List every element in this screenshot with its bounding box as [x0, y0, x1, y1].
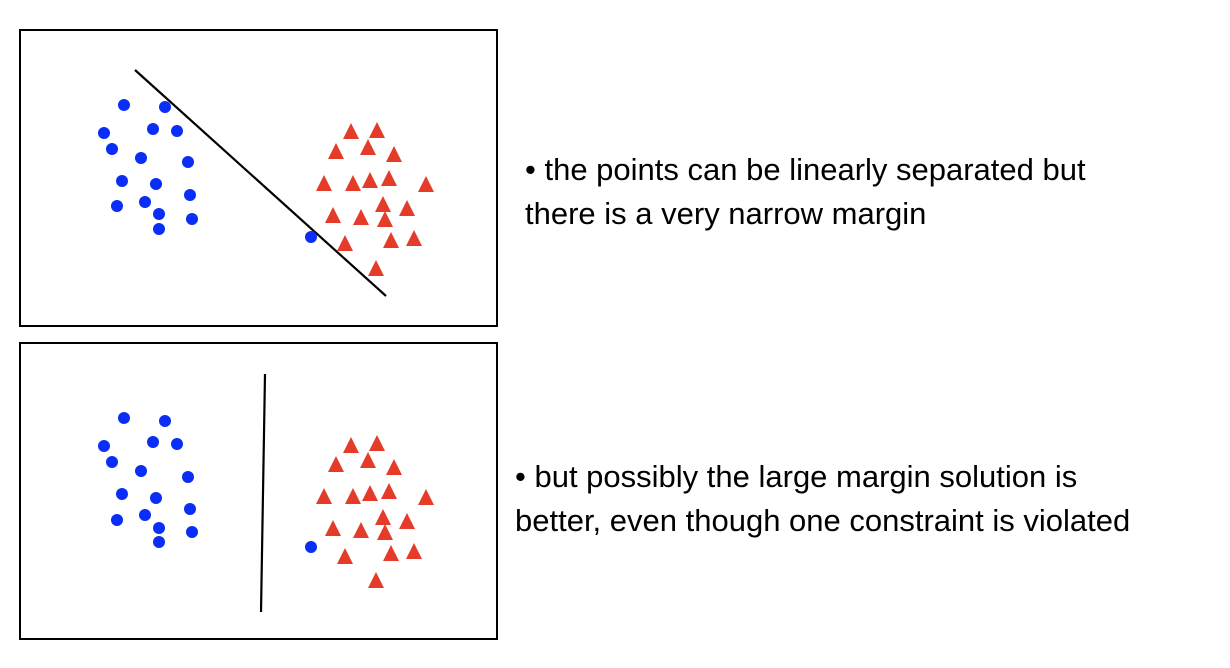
bottom-blue-point-5: [106, 456, 118, 468]
bottom-red-triangle-2: [328, 456, 344, 472]
bottom-blue-point-14: [186, 526, 198, 538]
top-blue-point-8: [116, 175, 128, 187]
top-red-triangle-5: [316, 175, 332, 191]
top-red-triangle-16: [383, 232, 399, 248]
top-red-triangle-9: [418, 176, 434, 192]
top-red-triangle-4: [386, 146, 402, 162]
bottom-blue-point-7: [182, 471, 194, 483]
top-caption: • the points can be linearly separated b…: [525, 148, 1086, 236]
top-red-triangle-10: [375, 196, 391, 212]
top-red-triangle-3: [360, 139, 376, 155]
bottom-caption-line-2: better, even though one constraint is vi…: [515, 503, 1131, 538]
bottom-red-triangle-14: [377, 524, 393, 540]
bottom-red-triangle-6: [345, 488, 361, 504]
bottom-red-triangle-0: [343, 437, 359, 453]
bottom-blue-point-16: [305, 541, 317, 553]
bottom-red-triangle-5: [316, 488, 332, 504]
top-blue-point-0: [118, 99, 130, 111]
top-blue-point-10: [184, 189, 196, 201]
top-blue-point-3: [147, 123, 159, 135]
bottom-blue-point-4: [171, 438, 183, 450]
top-red-triangle-0: [343, 123, 359, 139]
bottom-red-triangle-15: [337, 548, 353, 564]
bottom-blue-point-12: [139, 509, 151, 521]
bottom-blue-point-13: [153, 522, 165, 534]
top-red-triangle-12: [325, 207, 341, 223]
bottom-separator-line: [259, 373, 267, 613]
top-red-triangle-13: [353, 209, 369, 225]
bottom-scatter-panel: [19, 342, 498, 640]
top-blue-point-13: [153, 208, 165, 220]
top-blue-point-15: [153, 223, 165, 235]
top-red-triangle-17: [406, 230, 422, 246]
top-blue-point-11: [111, 200, 123, 212]
top-scatter-panel: [19, 29, 498, 327]
bottom-caption: • but possibly the large margin solution…: [515, 455, 1130, 543]
bottom-red-triangle-1: [369, 435, 385, 451]
bottom-red-triangle-17: [406, 543, 422, 559]
bottom-blue-point-10: [184, 503, 196, 515]
top-red-triangle-6: [345, 175, 361, 191]
top-blue-point-1: [159, 101, 171, 113]
bottom-red-triangle-4: [386, 459, 402, 475]
bottom-blue-point-9: [150, 492, 162, 504]
bottom-blue-point-3: [147, 436, 159, 448]
top-blue-point-14: [186, 213, 198, 225]
bottom-red-triangle-13: [353, 522, 369, 538]
top-red-triangle-8: [381, 170, 397, 186]
top-blue-point-12: [139, 196, 151, 208]
bottom-red-triangle-16: [383, 545, 399, 561]
top-caption-line-2: there is a very narrow margin: [525, 196, 927, 231]
bottom-red-triangle-10: [375, 509, 391, 525]
top-red-triangle-15: [337, 235, 353, 251]
bottom-blue-point-11: [111, 514, 123, 526]
bottom-blue-point-6: [135, 465, 147, 477]
top-caption-line-1: • the points can be linearly separated b…: [525, 152, 1086, 187]
top-blue-point-9: [150, 178, 162, 190]
top-blue-point-7: [182, 156, 194, 168]
bottom-red-triangle-3: [360, 452, 376, 468]
bottom-red-triangle-8: [381, 483, 397, 499]
top-separator-line: [134, 69, 387, 297]
bottom-blue-point-8: [116, 488, 128, 500]
top-blue-point-4: [171, 125, 183, 137]
top-blue-point-16: [305, 231, 317, 243]
top-red-triangle-1: [369, 122, 385, 138]
bottom-blue-point-15: [153, 536, 165, 548]
bottom-red-triangle-18: [368, 572, 384, 588]
top-red-triangle-2: [328, 143, 344, 159]
top-red-triangle-7: [362, 172, 378, 188]
top-scatter-plot: [98, 69, 434, 297]
top-blue-point-2: [98, 127, 110, 139]
top-red-triangle-18: [368, 260, 384, 276]
bottom-caption-line-1: • but possibly the large margin solution…: [515, 459, 1078, 494]
bottom-blue-point-2: [98, 440, 110, 452]
top-red-triangle-14: [377, 211, 393, 227]
bottom-red-triangle-12: [325, 520, 341, 536]
top-blue-point-6: [135, 152, 147, 164]
bottom-red-triangle-7: [362, 485, 378, 501]
top-blue-point-5: [106, 143, 118, 155]
bottom-scatter-plot: [98, 373, 434, 613]
top-red-triangle-11: [399, 200, 415, 216]
bottom-blue-point-1: [159, 415, 171, 427]
bottom-red-triangle-11: [399, 513, 415, 529]
bottom-blue-point-0: [118, 412, 130, 424]
bottom-red-triangle-9: [418, 489, 434, 505]
